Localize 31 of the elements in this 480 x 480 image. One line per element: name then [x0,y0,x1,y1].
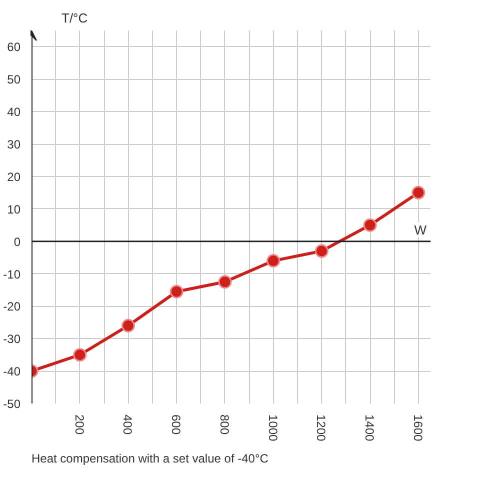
point [218,275,232,289]
y-tick-label: -40 [3,364,21,379]
point [266,254,280,268]
y-tick-label: 40 [7,105,21,120]
x-tick-label: 1400 [362,414,377,442]
x-tick-label: 1000 [266,414,280,442]
x-tick-label: 600 [169,414,184,435]
x-tick-label: 200 [72,414,86,435]
text: Heat compensation with a set value of -40°C [32,452,269,466]
y-tick-label: -30 [3,332,21,346]
point [363,218,377,232]
y-tick-label: -20 [3,300,21,314]
y-tick-label: 50 [7,72,21,87]
y-tick-label: 20 [7,170,21,184]
x-tick-label: 800 [217,414,232,435]
y-tick-label: 60 [7,40,21,54]
y-axis-title: T/°C [62,10,88,26]
y-tick-label: 0 [14,234,21,249]
point [412,186,426,200]
y-tick-label: 10 [7,202,21,216]
x-tick-label: 1200 [314,414,328,442]
point [170,284,184,298]
point [314,244,328,258]
x-tick-label: 400 [120,414,135,435]
y-tick-label: -50 [3,397,21,411]
x-axis-title: W [414,222,428,238]
x-tick-label: 1600 [410,414,425,442]
point [121,318,135,332]
point [73,348,87,362]
y-tick-label: 30 [7,138,21,152]
y-tick-label: -10 [3,267,21,282]
